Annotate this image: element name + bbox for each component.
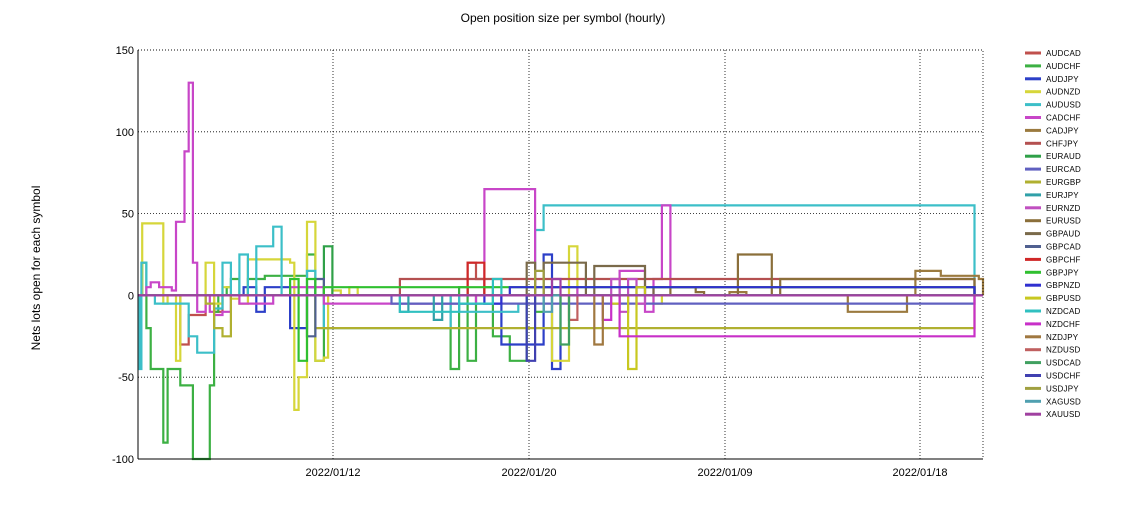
legend-label: AUDJPY (1046, 75, 1079, 84)
legend-item-euraud: EURAUD (1025, 152, 1081, 161)
legend-label: AUDUSD (1046, 101, 1081, 110)
x-tick-label: 2022/01/18 (892, 467, 947, 479)
legend-label: AUDCAD (1046, 49, 1081, 58)
legend-item-gbpcad: GBPCAD (1025, 243, 1081, 252)
legend-item-usdjpy: USDJPY (1025, 384, 1079, 393)
legend-item-eurcad: EURCAD (1025, 165, 1081, 174)
y-tick-label: 150 (116, 45, 134, 57)
y-tick-label: 100 (116, 127, 134, 139)
legend-item-xauusd: XAUUSD (1025, 410, 1081, 419)
grid (138, 49, 983, 460)
legend-label: EURAUD (1046, 152, 1081, 161)
legend-item-nzdchf: NZDCHF (1025, 320, 1080, 329)
y-tick-label: 50 (122, 209, 134, 221)
legend-item-eurusd: EURUSD (1025, 217, 1081, 226)
legend-item-eurnzd: EURNZD (1025, 204, 1081, 213)
legend-item-gbpchf: GBPCHF (1025, 255, 1081, 264)
x-tick-label: 2022/01/09 (697, 467, 752, 479)
ticks: -100 -50 0 50 100 150 2022/01/12 2022/01/20 2022… (112, 45, 948, 479)
legend-label: GBPJPY (1046, 268, 1079, 277)
series-line-cadchf (138, 81, 983, 317)
legend-item-audchf: AUDCHF (1025, 62, 1081, 71)
legend-label: USDCHF (1046, 372, 1081, 381)
legend-item-cadjpy: CADJPY (1025, 126, 1079, 135)
legend-label: GBPCHF (1046, 255, 1081, 264)
legend-label: CADJPY (1046, 126, 1079, 135)
legend-label: EURGBP (1046, 178, 1081, 187)
legend-item-audnzd: AUDNZD (1025, 88, 1081, 97)
legend-item-audjpy: AUDJPY (1025, 75, 1079, 84)
series-layer (138, 81, 985, 461)
legend-item-eurgbp: EURGBP (1025, 178, 1081, 187)
legend-item-nzdcad: NZDCAD (1025, 307, 1081, 316)
legend: AUDCAD AUDCHF AUDJPY AUDNZD AUDUSD CADCHF CADJ… (1025, 49, 1081, 419)
y-tick-label: -50 (118, 372, 134, 384)
series-line-audnzd (138, 220, 983, 411)
legend-label: NZDCHF (1046, 320, 1080, 329)
legend-item-audusd: AUDUSD (1025, 101, 1081, 110)
legend-item-xagusd: XAGUSD (1025, 397, 1081, 406)
legend-item-chfjpy: CHFJPY (1025, 139, 1079, 148)
legend-item-gbpaud: GBPAUD (1025, 230, 1080, 239)
legend-label: EURCAD (1046, 165, 1081, 174)
x-tick-label: 2022/01/20 (501, 467, 556, 479)
legend-label: GBPNZD (1046, 281, 1081, 290)
legend-item-nzdjpy: NZDJPY (1025, 333, 1079, 342)
x-tick-label: 2022/01/12 (305, 467, 360, 479)
series-line-eurgbp (138, 294, 983, 338)
legend-label: EURJPY (1046, 191, 1079, 200)
legend-label: XAUUSD (1046, 410, 1081, 419)
y-tick-label: -100 (112, 454, 134, 466)
legend-item-cadchf: CADCHF (1025, 114, 1081, 123)
legend-item-gbpjpy: GBPJPY (1025, 268, 1079, 277)
legend-label: GBPCAD (1046, 243, 1081, 252)
legend-label: AUDCHF (1046, 62, 1081, 71)
legend-label: USDCAD (1046, 359, 1081, 368)
series-line-xauusd (138, 277, 983, 297)
legend-item-audcad: AUDCAD (1025, 49, 1081, 58)
chart-title: Open position size per symbol (hourly) (461, 11, 666, 25)
legend-label: GBPUSD (1046, 294, 1081, 303)
legend-label: AUDNZD (1046, 88, 1081, 97)
plot-border (137, 49, 984, 460)
legend-item-usdchf: USDCHF (1025, 372, 1081, 381)
legend-label: NZDJPY (1046, 333, 1079, 342)
legend-item-gbpnzd: GBPNZD (1025, 281, 1081, 290)
legend-item-nzdusd: NZDUSD (1025, 346, 1081, 355)
legend-label: XAGUSD (1046, 397, 1081, 406)
legend-label: CADCHF (1046, 114, 1081, 123)
legend-item-eurjpy: EURJPY (1025, 191, 1079, 200)
legend-label: GBPAUD (1046, 230, 1080, 239)
legend-item-usdcad: USDCAD (1025, 359, 1081, 368)
legend-label: EURNZD (1046, 204, 1081, 213)
legend-label: USDJPY (1046, 384, 1079, 393)
y-axis-label: Nets lots open for each symbol (29, 186, 43, 351)
legend-label: NZDUSD (1046, 346, 1081, 355)
y-tick-label: 0 (128, 290, 134, 302)
legend-item-gbpusd: GBPUSD (1025, 294, 1081, 303)
axes (137, 49, 984, 460)
legend-label: CHFJPY (1046, 139, 1079, 148)
legend-label: NZDCAD (1046, 307, 1081, 316)
legend-label: EURUSD (1046, 217, 1081, 226)
